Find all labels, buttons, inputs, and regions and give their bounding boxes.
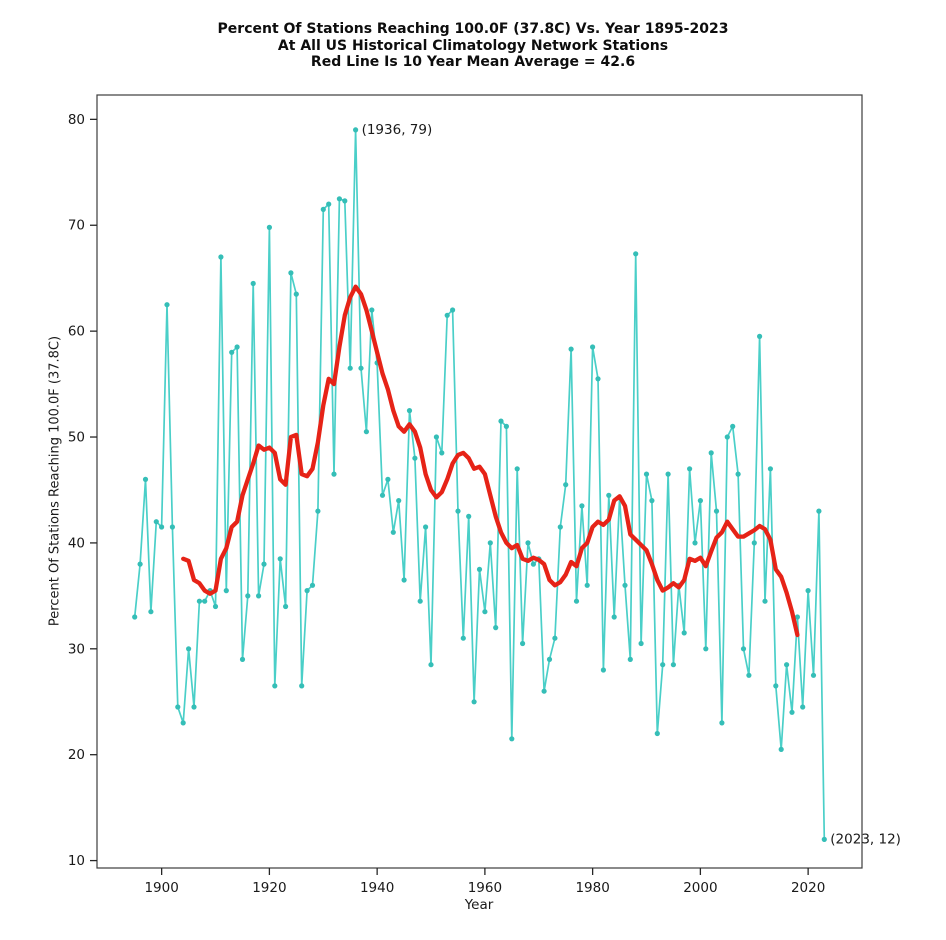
svg-text:70: 70 — [68, 218, 85, 234]
x-axis-ticks: 1900 1920 1940 1960 1980 2000 2020 — [144, 868, 825, 896]
plot-frame — [96, 94, 863, 869]
chart-title-line-2: At All US Historical Climatology Network… — [277, 37, 669, 54]
chart-title-line-1: Percent Of Stations Reaching 100.0F (37.… — [217, 21, 729, 37]
svg-text:30: 30 — [68, 641, 85, 657]
svg-text:80: 80 — [68, 112, 85, 128]
chart-title-line-3: Red Line Is 10 Year Mean Average = 42.6 — [310, 54, 636, 70]
series-annual-percent-of-stations — [132, 127, 827, 843]
svg-text:50: 50 — [68, 430, 85, 446]
series-10-year-mean — [181, 284, 800, 638]
svg-text:1980: 1980 — [575, 880, 609, 896]
chart-title: Percent Of Stations Reaching 100.0F (37.… — [1, 21, 945, 71]
svg-text:60: 60 — [68, 324, 85, 340]
svg-text:1940: 1940 — [360, 880, 394, 896]
x-axis-label: Year — [464, 897, 494, 913]
svg-text:40: 40 — [68, 535, 85, 551]
y-axis-label: Percent Of Stations Reaching 100.0F (37.… — [47, 335, 63, 627]
svg-text:2020: 2020 — [791, 880, 825, 896]
y-axis-ticks: 10 20 30 40 50 60 70 80 — [68, 112, 97, 869]
svg-text:20: 20 — [68, 747, 85, 763]
annotation-1936: (1936, 79) — [362, 122, 433, 138]
point-annotations: (1936, 79) (2023, 12) — [362, 122, 901, 847]
svg-text:1900: 1900 — [144, 880, 178, 896]
svg-text:1920: 1920 — [252, 880, 286, 896]
svg-text:2000: 2000 — [683, 880, 717, 896]
svg-text:10: 10 — [68, 853, 85, 869]
annotation-2023: (2023, 12) — [830, 831, 901, 847]
svg-text:1960: 1960 — [468, 880, 502, 896]
